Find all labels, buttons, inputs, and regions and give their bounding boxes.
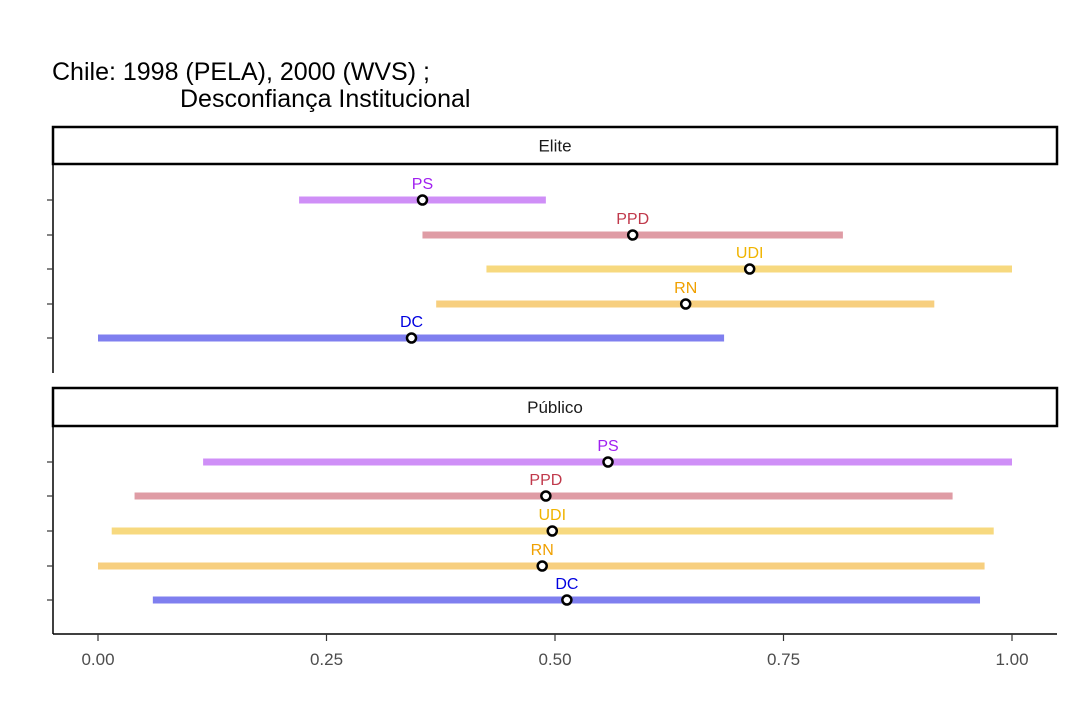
x-axis: 0.00 0.25 0.50 0.75 1.00: [53, 633, 1057, 669]
panel-strip: [51, 386, 1059, 428]
chart-title-line-1: Chile: 1998 (PELA), 2000 (WVS) ;: [52, 58, 430, 86]
point-marker: [540, 490, 552, 502]
x-tick-label: 0.75: [767, 650, 800, 669]
point-label: PS: [597, 438, 618, 455]
point-marker: [626, 229, 639, 241]
point-label: PPD: [616, 211, 649, 228]
point-label: RN: [674, 280, 697, 297]
point-marker: [546, 525, 559, 537]
point-label: DC: [555, 576, 578, 593]
point-marker: [679, 298, 692, 310]
point-label: PS: [412, 176, 433, 193]
point-marker: [405, 332, 418, 344]
panel-strip-label: Elite: [538, 137, 571, 156]
point-marker: [536, 560, 548, 572]
point-marker: [416, 194, 429, 206]
x-tick-label: 1.00: [995, 650, 1028, 669]
chart-title-line-2: Desconfiança Institucional: [180, 85, 470, 113]
x-tick-label: 0.00: [81, 650, 114, 669]
panel-0: Elite PS PPD UDI RN DC: [47, 125, 1059, 373]
x-tick-label: 0.25: [310, 650, 343, 669]
point-marker: [602, 456, 614, 468]
point-marker: [743, 263, 756, 275]
panel-strip: [51, 125, 1059, 166]
point-label: UDI: [538, 507, 566, 524]
point-label: RN: [531, 542, 554, 559]
point-label: DC: [400, 314, 423, 331]
panel-strip-label: Público: [527, 398, 583, 417]
x-tick-label: 0.50: [538, 650, 571, 669]
point-marker: [561, 594, 573, 606]
point-label: PPD: [529, 472, 562, 489]
point-label: UDI: [736, 245, 764, 262]
